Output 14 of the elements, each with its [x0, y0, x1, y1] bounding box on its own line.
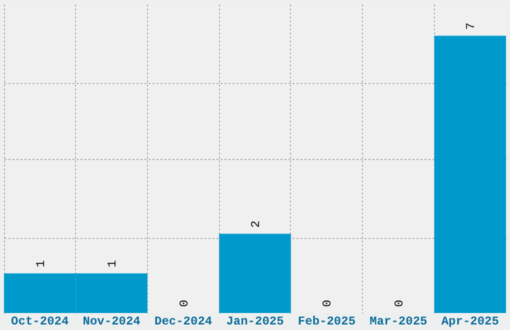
data-label: 1 — [34, 260, 48, 268]
data-label: 2 — [249, 220, 263, 228]
data-label: 0 — [177, 300, 192, 307]
x-tick-label: Jan-2025 — [226, 314, 284, 328]
data-label: 0 — [320, 300, 335, 307]
data-label: 7 — [464, 22, 478, 30]
x-tick-label: Feb-2025 — [298, 314, 356, 328]
data-label: 0 — [392, 300, 406, 307]
x-tick-label: Dec-2024 — [154, 314, 212, 328]
x-tick-label: Oct-2024 — [11, 314, 69, 328]
x-tick-label: Nov-2024 — [82, 314, 140, 328]
x-tick-label: Apr-2025 — [441, 314, 499, 328]
x-tick-label: Mar-2025 — [370, 314, 428, 328]
data-label: 1 — [106, 260, 120, 268]
